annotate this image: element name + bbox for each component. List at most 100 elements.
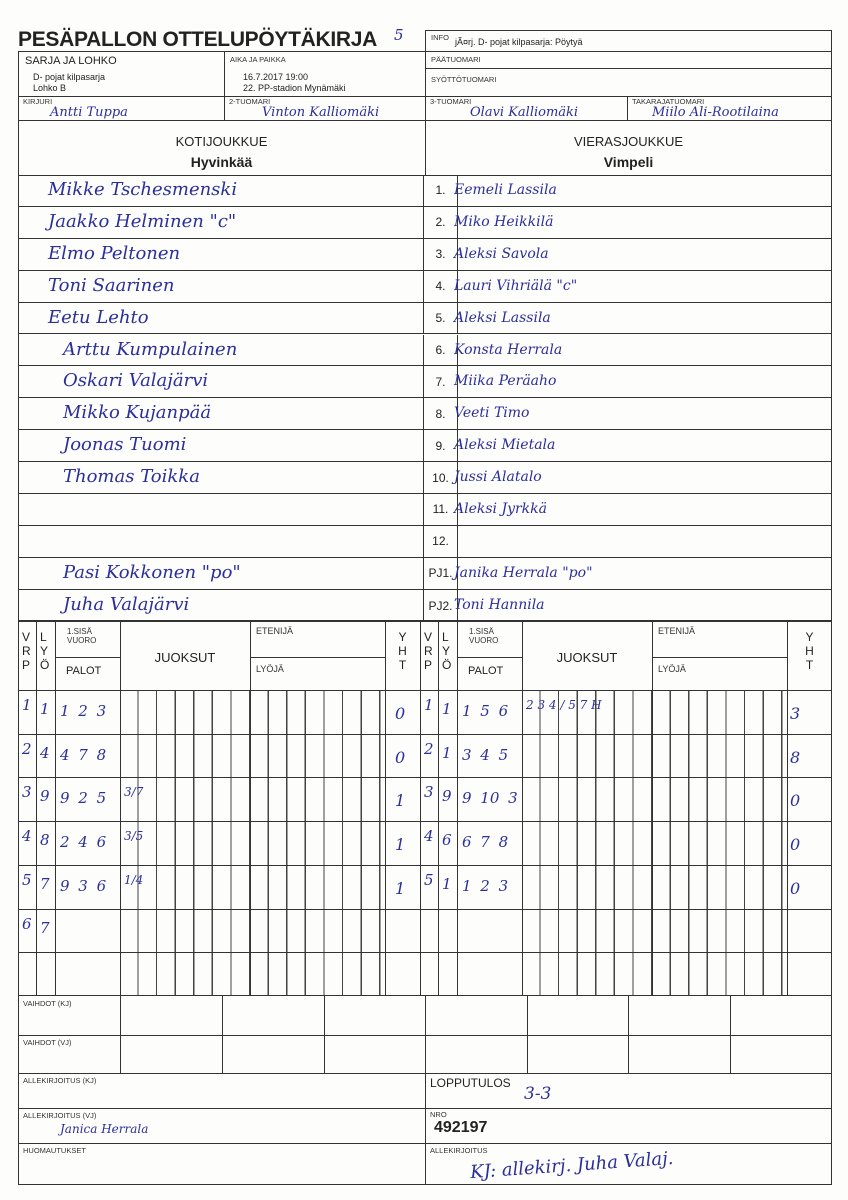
- inning-juoksut: 2 3 4 / 5 7 H: [526, 698, 602, 712]
- header-palot: PALOT: [468, 665, 504, 677]
- home-label: KOTIJOUKKUE: [175, 134, 268, 149]
- inning-yht: 8: [790, 747, 801, 767]
- inning-v: 3: [424, 783, 434, 802]
- column-divider: [438, 621, 439, 996]
- home-player-name: Thomas Toikka: [63, 466, 200, 488]
- player-row: 7. Oskari Valajärvi Miika Peräaho: [18, 366, 832, 399]
- run-cells: [120, 690, 385, 996]
- inning-l: 8: [40, 831, 50, 850]
- substitution-cell-divider: [222, 995, 223, 1073]
- inning-yht: 1: [395, 791, 406, 811]
- player-number: 5.: [423, 302, 458, 334]
- header-etenija: ETENIJÄ: [256, 626, 294, 636]
- aika-label: AIKA JA PAIKKA: [230, 55, 286, 64]
- column-divider: [36, 621, 37, 996]
- inning-row-line: [420, 690, 832, 691]
- home-player-name: Elmo Peltonen: [48, 242, 181, 264]
- column-divider: [787, 621, 788, 996]
- away-player-name: Miika Peräaho: [454, 373, 557, 390]
- home-player-name: Jaakko Helminen "c": [48, 210, 237, 232]
- inning-row-line: [18, 733, 420, 735]
- inning-v: 2: [22, 739, 32, 758]
- inning-l: 7: [40, 874, 50, 893]
- inning-row-line: [420, 821, 832, 823]
- header-v: V R P: [424, 630, 433, 672]
- header-l: L Y Ö: [40, 630, 50, 672]
- inning-l: 6: [442, 831, 452, 850]
- inning-yht: 1: [395, 835, 406, 855]
- inning-row-line: [18, 777, 420, 779]
- player-row: 8. Mikko Kujanpää Veeti Timo: [18, 398, 832, 431]
- away-label: VIERASJOUKKUE: [573, 134, 684, 149]
- inning-yht: 1: [395, 878, 406, 898]
- away-player-name: Lauri Vihriälä "c": [454, 277, 578, 294]
- player-number: 1.: [423, 175, 458, 206]
- away-player-name: Aleksi Lassila: [454, 309, 551, 326]
- inning-v: 6: [22, 914, 32, 933]
- player-row: 2. Jaakko Helminen "c" Miko Heikkilä: [18, 206, 832, 239]
- tuomari2-label: 2-TUOMARI: [229, 97, 271, 106]
- inning-l: 9: [442, 787, 452, 806]
- player-number: 11.: [423, 494, 458, 525]
- info-label: INFO: [431, 33, 449, 42]
- player-row: PJ1. Pasi Kokkonen "po" Janika Herrala "po…: [18, 557, 832, 590]
- away-player-name: Miko Heikkilä: [454, 213, 554, 230]
- inning-palot: 3 4 5: [462, 745, 509, 764]
- away-player-name: Veeti Timo: [454, 405, 530, 422]
- inning-v: 2: [424, 739, 434, 758]
- column-divider: [55, 621, 56, 996]
- takarajatuomari-label: TAKARAJATUOMARI: [632, 97, 705, 106]
- player-number: 4.: [423, 270, 458, 302]
- inning-l: 1: [442, 700, 452, 718]
- home-player-name: Toni Saarinen: [48, 274, 175, 296]
- sarja-line2: Lohko B: [33, 83, 67, 93]
- substitution-cell-divider: [527, 995, 528, 1073]
- inning-v: 3: [22, 783, 32, 802]
- player-row: 6. Arttu Kumpulainen Konsta Herrala: [18, 334, 832, 367]
- header-lyoja: LYÖJÄ: [256, 664, 284, 674]
- sarja-line1: D- pojat kilpasarja: [33, 72, 106, 82]
- away-team-name: Vimpeli: [603, 154, 654, 170]
- huomautukset-label: HUOMAUTUKSET: [23, 1146, 86, 1155]
- header-l: L Y Ö: [442, 630, 452, 672]
- inning-yht: 0: [395, 704, 406, 723]
- inning-yht: 0: [790, 878, 801, 898]
- tuomari2-value: Vinton Kalliomäki: [262, 105, 380, 120]
- home-player-name: Mikko Kujanpää: [63, 402, 212, 424]
- player-row: 10. Thomas Toikka Jussi Alatalo: [18, 462, 832, 494]
- inning-palot: 2 4 6: [60, 833, 107, 852]
- inning-v: 4: [424, 827, 434, 846]
- away-player-name: Toni Hannila: [454, 596, 545, 613]
- player-number: 6.: [423, 334, 458, 366]
- header-v: V R P: [22, 630, 31, 672]
- lopputulos-label: LOPPUTULOS: [430, 1076, 511, 1090]
- inning-v: 4: [22, 827, 32, 846]
- home-player-name: Mikke Tschesmenski: [48, 179, 238, 200]
- away-player-name: Eemeli Lassila: [454, 182, 557, 198]
- header-juoksut: JUOKSUT: [154, 650, 216, 665]
- player-number: 9.: [423, 430, 458, 462]
- player-row: 12.: [18, 525, 832, 558]
- allek-vj-label: ALLEKIRJOITUS (VJ): [23, 1111, 97, 1120]
- substitution-cell-divider: [324, 995, 325, 1073]
- player-row: 1. Mikke Tschesmenski Eemeli Lassila: [18, 175, 832, 207]
- inning-l: 9: [40, 787, 50, 806]
- tuomari3-value: Olavi Kalliomäki: [470, 105, 579, 120]
- away-player-name: Aleksi Jyrkkä: [454, 501, 547, 517]
- away-player-name: Aleksi Mietala: [454, 437, 556, 454]
- kirjuri-label: KIRJURI: [23, 97, 53, 106]
- kirjuri-value: Antti Tuppa: [50, 105, 128, 120]
- inning-juoksut: 1/4: [124, 872, 144, 887]
- home-player-name: Eetu Lehto: [48, 306, 149, 328]
- inning-l: 1: [442, 874, 452, 893]
- inning-row-line: [420, 908, 832, 910]
- player-row: 9. Joonas Tuomi Aleksi Mietala: [18, 430, 832, 463]
- inning-row-line: [18, 690, 420, 691]
- inning-row-line: [18, 821, 420, 823]
- aika-line2: 22. PP-stadion Mynämäki: [243, 83, 346, 93]
- inning-l: 7: [40, 918, 50, 937]
- inning-v: 1: [424, 696, 434, 714]
- inning-yht: 0: [395, 747, 406, 767]
- header-lyoja: LYÖJÄ: [658, 664, 686, 674]
- inning-palot: 1 2 3: [462, 876, 509, 895]
